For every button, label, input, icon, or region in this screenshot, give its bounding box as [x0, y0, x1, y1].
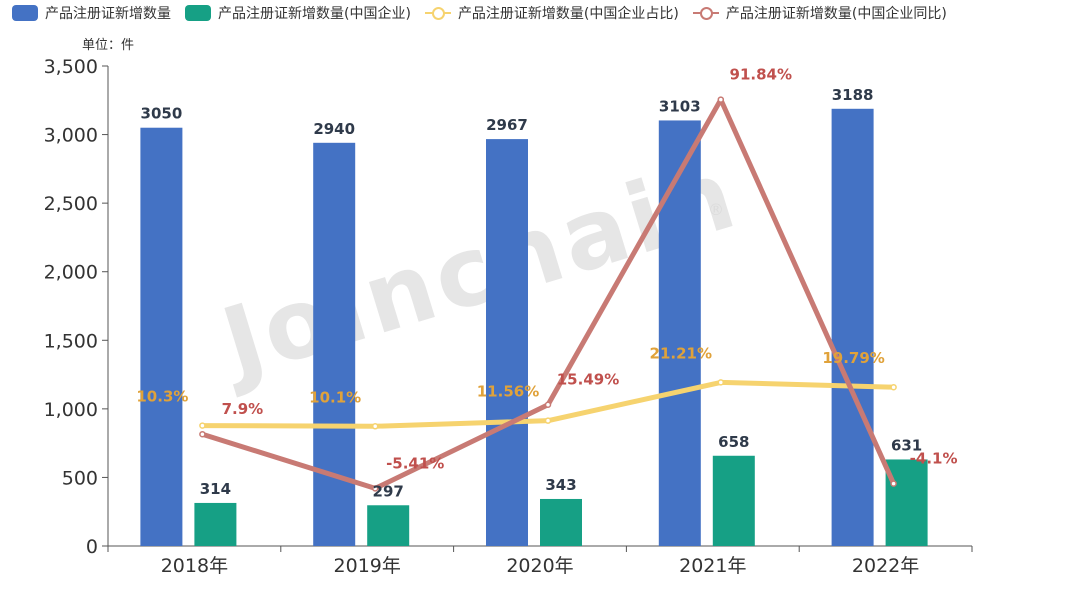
x-tick-label: 2018年 [161, 555, 228, 577]
legend-label-2: 产品注册证新增数量(中国企业) [218, 6, 411, 22]
bar-total-2018年 [140, 127, 183, 546]
x-tick-label: 2019年 [334, 555, 401, 577]
bar-china-label: 658 [718, 433, 749, 451]
yoy-label: -5.41% [386, 454, 444, 472]
bar-total-label: 3103 [659, 97, 701, 115]
y-tick-label: 0 [86, 536, 98, 558]
yoy-point [717, 96, 725, 103]
legend-swatch-4 [692, 5, 719, 21]
legend: 产品注册证新增数量 产品注册证新增数量(中国企业) 产品注册证新增数量(中国企业占比… [12, 2, 1080, 24]
x-tick-label: 2021年 [679, 555, 746, 577]
bar-china-label: 314 [200, 480, 231, 498]
yoy-point [199, 430, 206, 438]
yoy-label: 91.84% [730, 66, 792, 84]
share-point [371, 423, 379, 430]
watermark-registered-mark: ® [708, 200, 724, 219]
legend-label-4: 产品注册证新增数量(中国企业同比) [725, 6, 947, 22]
y-tick-label: 3,000 [44, 125, 98, 147]
share-label: 11.56% [477, 383, 539, 401]
legend-swatch-2 [185, 5, 211, 21]
y-tick-label: 3,500 [44, 56, 98, 78]
data-labels: 3050 2940 2967 3103 3188 314 297 343 658 631 10.3%… [136, 66, 957, 501]
legend-label-3: 产品注册证新增数量(中国企业占比) [457, 6, 679, 22]
yoy-label: 7.9% [222, 400, 264, 418]
share-point [890, 383, 897, 391]
bar-china-2021年 [712, 455, 755, 546]
bar-china-2018年 [194, 502, 237, 546]
legend-swatch-3 [424, 5, 451, 21]
legend-item-3[interactable]: 产品注册证新增数量(中国企业占比) [424, 3, 679, 23]
yoy-label: 15.49% [557, 371, 619, 389]
bar-total-label: 3188 [832, 86, 874, 104]
legend-label-1: 产品注册证新增数量 [45, 6, 171, 22]
bar-total-2021年 [658, 120, 701, 547]
yoy-label: -4.1% [910, 450, 958, 468]
y-tick-label: 1,000 [44, 399, 98, 421]
bar-china-2020年 [540, 498, 582, 546]
lines [199, 96, 897, 492]
legend-swatch-1 [12, 5, 38, 21]
yoy-point [371, 485, 379, 492]
x-tick-label: 2022年 [852, 555, 919, 577]
y-tick-label: 500 [62, 467, 98, 489]
yoy-point [890, 480, 897, 487]
bars [140, 108, 928, 547]
legend-item-1[interactable]: 产品注册证新增数量 [12, 3, 171, 23]
share-point [717, 379, 725, 386]
bar-china-label: 631 [891, 436, 922, 454]
share-label: 10.3% [136, 388, 188, 406]
share-label: 21.21% [650, 344, 712, 362]
unit-label: 单位：件 [82, 38, 135, 53]
share-point [544, 417, 552, 424]
bar-china-label: 297 [373, 482, 404, 500]
y-tick-label: 2,500 [44, 193, 98, 215]
bar-china-label: 343 [545, 476, 576, 494]
legend-item-2[interactable]: 产品注册证新增数量(中国企业) [185, 3, 411, 23]
x-tick-label: 2020年 [506, 555, 573, 577]
bar-china-2019年 [367, 505, 410, 546]
y-tick-label: 1,500 [44, 330, 98, 352]
bar-china-2022年 [885, 459, 928, 546]
bar-total-2022年 [831, 108, 874, 546]
y-tick-label: 2,000 [44, 262, 98, 284]
share-label: 10.1% [309, 388, 361, 406]
share-point [199, 422, 206, 429]
bar-total-2020年 [486, 139, 528, 546]
bar-total-label: 2940 [313, 120, 355, 138]
bar-total-2019年 [313, 142, 356, 547]
legend-item-4[interactable]: 产品注册证新增数量(中国企业同比) [692, 3, 947, 23]
bar-total-label: 3050 [141, 105, 183, 123]
bar-total-label: 2967 [486, 116, 528, 134]
share-label: 19.79% [822, 349, 884, 367]
yoy-point [544, 401, 552, 408]
